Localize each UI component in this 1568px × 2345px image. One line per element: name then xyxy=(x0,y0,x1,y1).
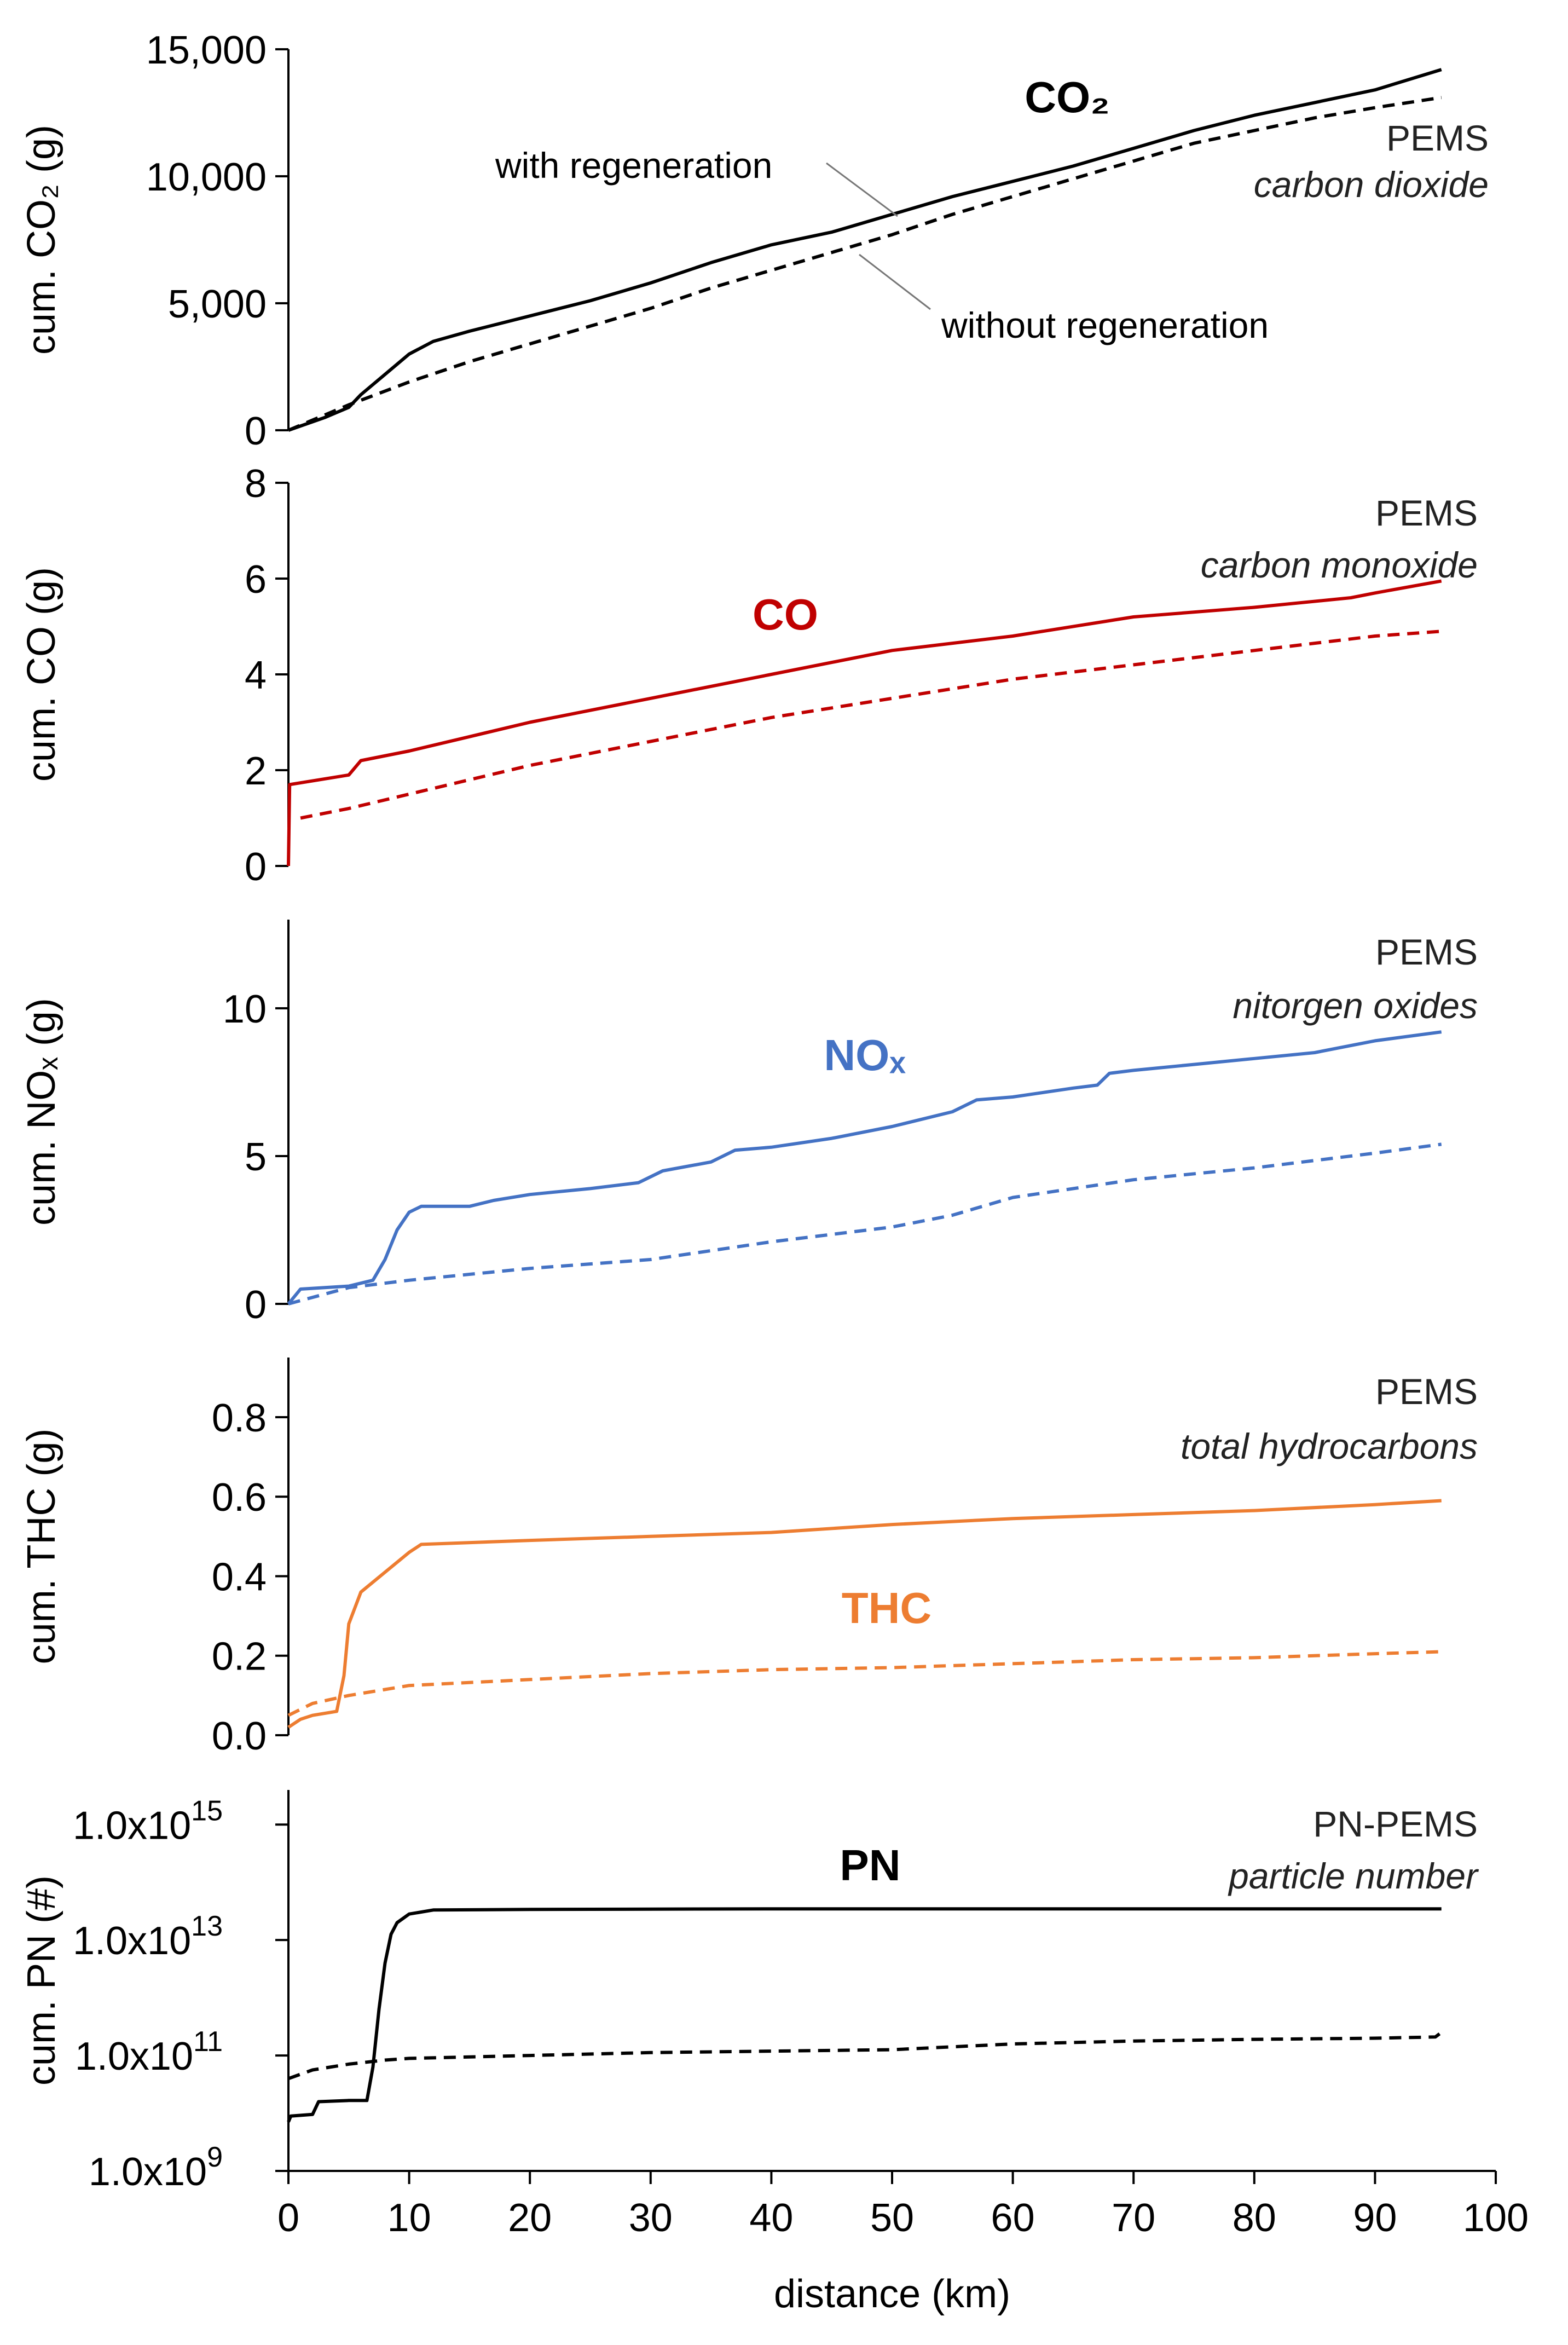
series-line-thc-with-regeneration xyxy=(287,1499,1442,1729)
y-tick-mantissa: 1.0x10 xyxy=(89,2150,207,2194)
y-tick-label-thc: 0.2 xyxy=(212,1635,267,1679)
series-line-pn-with-regeneration xyxy=(287,1907,1442,2123)
y-tick-label-thc: 0.6 xyxy=(212,1476,267,1520)
panel-co: 0 2 4 6 8 cum. CO (g) CO PEMS carbon monoxide xyxy=(20,462,1478,889)
y-tick-label-nox: 10 xyxy=(223,987,267,1031)
y-axis-label-pn: cum. PN (#) xyxy=(20,1875,63,2086)
source-label-pn: PN-PEMS xyxy=(1313,1804,1478,1844)
source-label-co2: PEMS xyxy=(1386,118,1489,158)
x-tick-label: 80 xyxy=(1233,2196,1276,2240)
series-line-co2-with-regeneration xyxy=(288,68,1442,432)
x-tick-label: 60 xyxy=(991,2196,1035,2240)
y-tick-exponent: 9 xyxy=(207,2141,223,2173)
panel-co2: 0 5,000 10,000 15,000 cum. CO₂ (g) CO₂ PEMS car… xyxy=(20,28,1489,453)
y-tick-mantissa: 1.0x10 xyxy=(75,2035,193,2078)
y-axis-label-thc: cum. THC (g) xyxy=(20,1429,63,1665)
series-title-nox: NOₓ xyxy=(824,1031,906,1079)
legend-without-regeneration: without regeneration xyxy=(941,305,1269,345)
series-line-nox-with-regeneration xyxy=(287,1030,1442,1305)
y-tick-label-thc: 0.0 xyxy=(212,1714,267,1758)
source-label-nox: PEMS xyxy=(1375,932,1478,972)
source-desc-thc: total hydrocarbons xyxy=(1181,1426,1478,1466)
x-tick-label: 70 xyxy=(1112,2196,1155,2240)
y-tick-label-nox: 5 xyxy=(245,1135,267,1179)
x-axis: 0 10 20 30 40 50 60 70 80 90 100 distance (km) xyxy=(277,2170,1529,2316)
x-tick-label: 30 xyxy=(629,2196,673,2240)
series-line-nox-without-regeneration xyxy=(288,1142,1442,1306)
source-desc-pn: particle number xyxy=(1228,1856,1479,1896)
x-tick-label: 40 xyxy=(749,2196,793,2240)
series-line-thc-without-regeneration xyxy=(287,1650,1442,1717)
panel-nox: 0 5 10 cum. NOₓ (g) NOₓ PEMS nitorgen oxides xyxy=(20,920,1478,1327)
y-tick-mantissa: 1.0x10 xyxy=(73,1804,191,1847)
x-tick-label: 10 xyxy=(387,2196,431,2240)
source-label-thc: PEMS xyxy=(1375,1371,1478,1412)
x-tick-label: 90 xyxy=(1353,2196,1397,2240)
y-tick-label-nox: 0 xyxy=(245,1283,267,1327)
x-tick-label: 50 xyxy=(870,2196,914,2240)
y-axis-label-co: cum. CO (g) xyxy=(20,567,63,782)
y-tick-label-thc: 0.8 xyxy=(212,1396,267,1440)
series-title-pn: PN xyxy=(840,1841,900,1890)
y-tick-label-co: 6 xyxy=(245,558,267,602)
y-axis-label-nox: cum. NOₓ (g) xyxy=(20,998,63,1226)
leader-line-with xyxy=(826,162,898,217)
y-tick-label-co2: 15,000 xyxy=(146,28,267,72)
y-tick-label-co: 8 xyxy=(245,462,267,506)
series-title-co: CO xyxy=(753,590,818,639)
panel-thc: 0.0 0.2 0.4 0.6 0.8 cum. THC (g) THC PEMS total … xyxy=(20,1358,1478,1758)
y-tick-label-co2: 0 xyxy=(245,409,267,453)
source-label-co: PEMS xyxy=(1375,493,1478,533)
y-tick-label-co: 2 xyxy=(245,749,267,793)
series-line-pn-without-regeneration xyxy=(287,2031,1443,2081)
y-tick-exponent: 13 xyxy=(191,1910,223,1942)
x-axis-label: distance (km) xyxy=(774,2272,1010,2316)
y-tick-exponent: 15 xyxy=(191,1795,223,1827)
source-desc-co: carbon monoxide xyxy=(1201,545,1478,585)
series-line-co2-without-regeneration xyxy=(287,96,1442,432)
legend-with-regeneration: with regeneration xyxy=(495,145,772,186)
y-tick-label-pn: 1.0x1013 xyxy=(73,1910,223,1963)
x-tick-label: 0 xyxy=(277,2196,299,2240)
y-tick-label-thc: 0.4 xyxy=(212,1555,267,1599)
y-tick-label-co: 4 xyxy=(245,654,267,697)
series-title-thc: THC xyxy=(842,1584,931,1632)
y-tick-mantissa: 1.0x10 xyxy=(73,1919,191,1963)
y-tick-label-pn: 1.0x1011 xyxy=(75,2026,223,2078)
legend-annotations: with regeneration without regeneration xyxy=(495,145,1269,345)
series-title-co2: CO₂ xyxy=(1025,73,1110,122)
leader-line-without xyxy=(859,253,931,310)
series-line-co-without-regeneration xyxy=(300,629,1442,820)
source-desc-co2: carbon dioxide xyxy=(1254,164,1489,205)
y-tick-label-co2: 10,000 xyxy=(146,155,267,199)
series-line-co-with-regeneration xyxy=(287,579,1442,867)
y-axis-label-co2: cum. CO₂ (g) xyxy=(20,125,63,355)
y-tick-label-co: 0 xyxy=(245,845,267,889)
x-tick-label: 100 xyxy=(1463,2196,1529,2240)
y-tick-exponent: 11 xyxy=(193,2026,223,2058)
y-tick-label-pn: 1.0x109 xyxy=(89,2141,223,2194)
y-tick-label-pn: 1.0x1015 xyxy=(73,1795,223,1847)
y-tick-label-co2: 5,000 xyxy=(168,282,267,326)
x-tick-label: 20 xyxy=(508,2196,552,2240)
source-desc-nox: nitorgen oxides xyxy=(1233,985,1478,1026)
